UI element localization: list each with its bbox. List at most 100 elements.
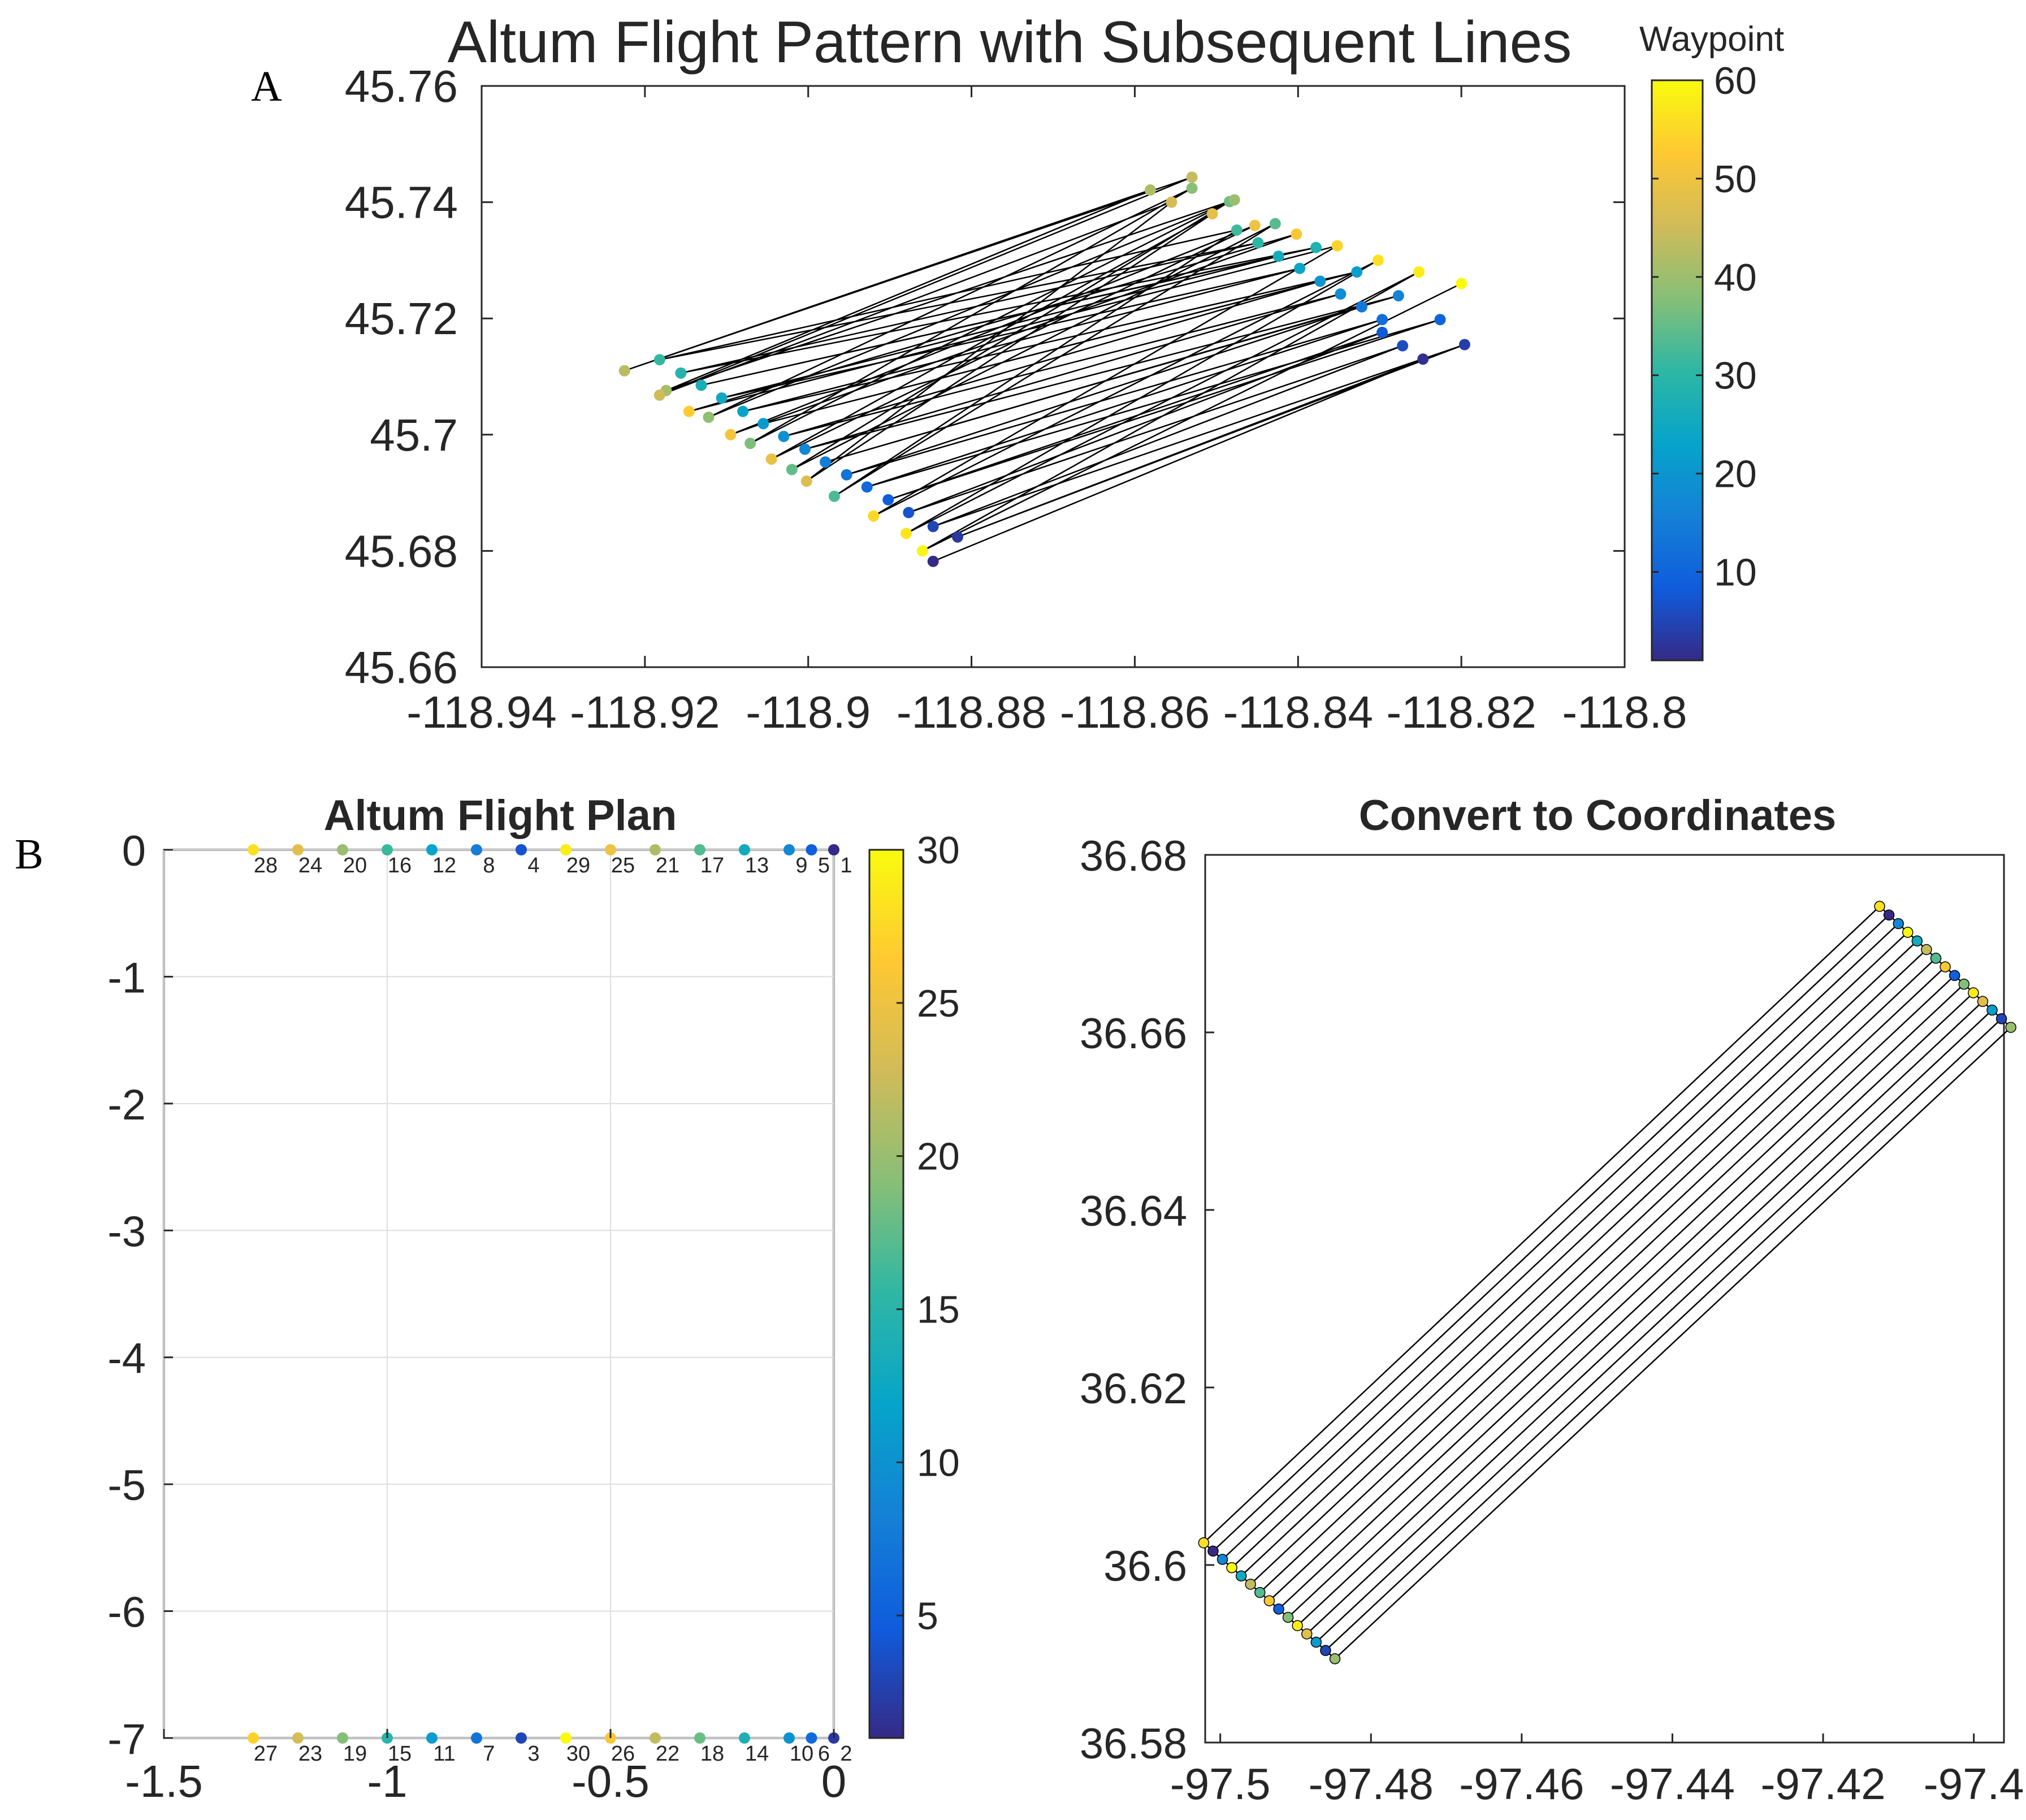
waypoint-marker: [1977, 996, 1989, 1008]
waypoint-marker: [516, 844, 527, 855]
waypoint-label: 30: [566, 1742, 590, 1766]
waypoint-marker: [653, 389, 665, 401]
chart-a-title: Altum Flight Pattern with Subsequent Lin…: [448, 10, 1572, 75]
waypoint-label: 25: [611, 854, 635, 877]
chart-b-right-y-ticks: 36.68 36.66 36.64 36.62 36.6 36.58: [1080, 832, 1214, 1768]
panel-label-a: A: [251, 63, 282, 110]
waypoint-marker: [1206, 208, 1218, 220]
colorbar-tick-label: 20: [1714, 453, 1757, 496]
waypoint-marker: [739, 844, 750, 855]
waypoint-marker: [783, 1732, 795, 1744]
y-tick-label: 36.58: [1080, 1720, 1187, 1768]
flight-path-line: [624, 176, 1465, 563]
waypoint-marker: [426, 1732, 438, 1744]
waypoint-marker: [778, 430, 790, 442]
y-tick-label: -7: [107, 1715, 146, 1763]
x-tick-label: -118.86: [1060, 687, 1210, 737]
waypoint-marker: [1226, 1562, 1237, 1573]
waypoint-marker: [683, 405, 695, 417]
x-tick-label: -1: [367, 1756, 407, 1806]
x-tick-label: -118.84: [1223, 687, 1373, 737]
waypoint-marker: [1272, 250, 1284, 262]
chart-b-right-waypoints: [1198, 901, 2016, 1665]
waypoint-marker: [1958, 978, 1970, 990]
waypoint-marker: [882, 494, 894, 505]
waypoint-marker: [292, 1732, 304, 1744]
waypoint-marker: [828, 844, 839, 855]
waypoint-marker: [1301, 1628, 1313, 1640]
waypoint-marker: [695, 379, 707, 391]
waypoint-marker: [292, 844, 304, 855]
chart-b-left-grid: [163, 849, 834, 1739]
waypoint-marker: [1252, 237, 1264, 249]
colorbar-tick-label: 10: [917, 1441, 960, 1484]
waypoint-marker: [1217, 1554, 1228, 1565]
waypoint-marker: [1282, 1611, 1294, 1623]
panel-label-b: B: [15, 831, 44, 878]
chart-a: Altum Flight Pattern with Subsequent Lin…: [345, 10, 1784, 737]
waypoint-marker: [1273, 1603, 1284, 1615]
chart-b-left: Altum Flight Plan 28 24 20 16 12 8 4 29 25 21 17 13…: [107, 792, 959, 1806]
waypoint-label: 18: [700, 1742, 724, 1766]
y-tick-label: -2: [107, 1081, 146, 1129]
waypoint-marker: [337, 1732, 348, 1744]
waypoint-marker: [1940, 961, 1951, 972]
waypoint-marker: [1231, 224, 1243, 236]
waypoint-marker: [1245, 1579, 1256, 1590]
x-tick-label: -97.42: [1760, 1759, 1885, 1809]
waypoint-marker: [901, 528, 912, 539]
waypoint-marker: [861, 481, 873, 493]
x-tick-label: -118.9: [746, 687, 871, 737]
waypoint-marker: [1392, 290, 1404, 302]
waypoint-marker: [800, 475, 812, 487]
waypoint-marker: [1292, 1620, 1303, 1631]
y-tick-label: -1: [107, 954, 146, 1002]
waypoint-marker: [1413, 266, 1425, 278]
y-tick-label: 45.66: [345, 642, 458, 693]
waypoint-label: 9: [795, 854, 807, 877]
waypoint-marker: [1310, 241, 1322, 253]
chart-b-left-colorbar-ticks: 30 25 20 15 10 5: [897, 829, 960, 1637]
x-tick-label: -1.5: [125, 1756, 203, 1806]
waypoint-marker: [560, 1732, 572, 1744]
waypoint-label: 6: [818, 1742, 830, 1766]
waypoint-marker: [426, 844, 438, 855]
waypoint-marker: [828, 490, 840, 502]
waypoint-label: 14: [745, 1742, 769, 1766]
y-tick-label: 45.72: [345, 293, 458, 344]
waypoint-marker: [1456, 278, 1467, 289]
waypoint-marker: [1458, 339, 1470, 351]
colorbar-tick-label: 5: [917, 1594, 938, 1637]
waypoint-label: 20: [343, 854, 367, 877]
waypoint-marker: [248, 1732, 259, 1744]
waypoint-marker: [1186, 182, 1198, 194]
waypoint-marker: [694, 1732, 705, 1744]
y-tick-label: -4: [107, 1335, 146, 1383]
y-tick-label: -6: [107, 1589, 146, 1637]
chart-b-right: Convert to Coordinates -97.5 -97.48 -97.46…: [1080, 792, 2024, 1809]
waypoint-marker: [1228, 194, 1240, 206]
colorbar-tick-label: 15: [917, 1289, 960, 1332]
chart-a-y-ticks: 45.76 45.74 45.72 45.7 45.68 45.66: [345, 61, 1625, 693]
waypoint-marker: [1874, 901, 1885, 912]
waypoint-marker: [1949, 970, 1960, 982]
waypoint-marker: [806, 1732, 817, 1744]
waypoint-marker: [716, 392, 728, 404]
waypoint-marker: [1921, 944, 1932, 956]
waypoint-marker: [868, 510, 880, 522]
waypoint-marker: [1417, 353, 1429, 365]
waypoint-marker: [765, 453, 777, 465]
waypoint-marker: [1911, 935, 1923, 946]
chart-b-left-y-ticks: 0 -1 -2 -3 -4 -5 -6 -7: [107, 827, 173, 1763]
waypoint-label: 12: [432, 854, 456, 877]
waypoint-label: 8: [483, 854, 495, 877]
waypoint-marker: [744, 438, 756, 449]
y-tick-label: 36.62: [1080, 1365, 1187, 1413]
waypoint-label: 29: [566, 854, 590, 877]
x-tick-label: 0: [821, 1756, 847, 1806]
chart-b-left-colorbar: [868, 849, 904, 1739]
chart-b-right-x-ticks: -97.5 -97.48 -97.46 -97.44 -97.42 -97.4: [1170, 1733, 2024, 1809]
waypoint-marker: [952, 531, 964, 543]
waypoint-marker: [927, 555, 939, 567]
